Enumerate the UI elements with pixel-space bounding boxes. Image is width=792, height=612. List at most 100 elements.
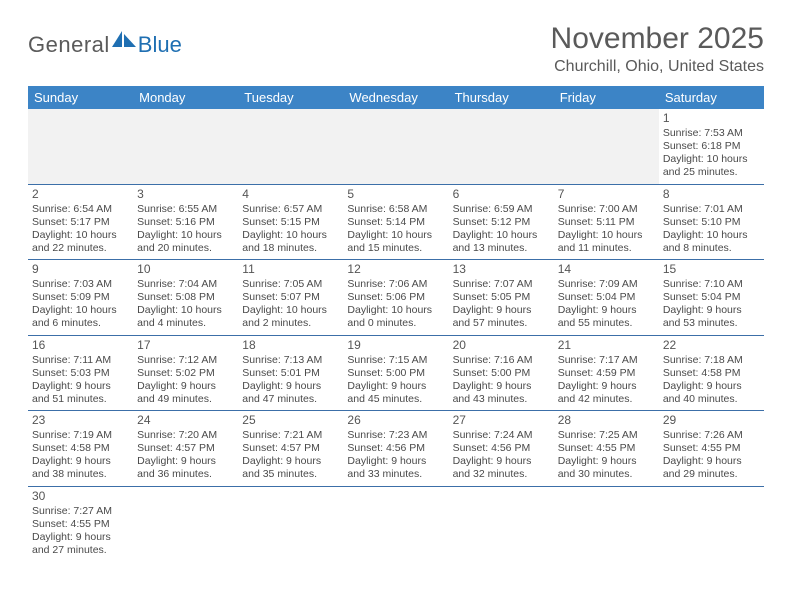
sunrise-text: Sunrise: 6:57 AM — [242, 203, 339, 216]
calendar-cell: 16Sunrise: 7:11 AMSunset: 5:03 PMDayligh… — [28, 335, 133, 411]
dayname-wed: Wednesday — [343, 86, 448, 109]
calendar-cell: 23Sunrise: 7:19 AMSunset: 4:58 PMDayligh… — [28, 411, 133, 487]
sunset-text: Sunset: 5:01 PM — [242, 367, 339, 380]
calendar-cell: 14Sunrise: 7:09 AMSunset: 5:04 PMDayligh… — [554, 260, 659, 336]
daylight-text: Daylight: 9 hours — [347, 380, 444, 393]
daylight-text: Daylight: 9 hours — [453, 455, 550, 468]
calendar-cell: 7Sunrise: 7:00 AMSunset: 5:11 PMDaylight… — [554, 184, 659, 260]
daylight-text: Daylight: 10 hours — [137, 229, 234, 242]
daylight-text: and 47 minutes. — [242, 393, 339, 406]
calendar-cell: 24Sunrise: 7:20 AMSunset: 4:57 PMDayligh… — [133, 411, 238, 487]
calendar-cell — [659, 486, 764, 561]
daylight-text: Daylight: 10 hours — [663, 229, 760, 242]
daylight-text: Daylight: 10 hours — [242, 229, 339, 242]
daylight-text: Daylight: 10 hours — [242, 304, 339, 317]
title-block: November 2025 Churchill, Ohio, United St… — [551, 22, 764, 76]
day-number: 1 — [663, 111, 760, 126]
sunrise-text: Sunrise: 7:25 AM — [558, 429, 655, 442]
sunrise-text: Sunrise: 7:18 AM — [663, 354, 760, 367]
daylight-text: and 30 minutes. — [558, 468, 655, 481]
sunset-text: Sunset: 5:10 PM — [663, 216, 760, 229]
calendar-table: Sunday Monday Tuesday Wednesday Thursday… — [28, 86, 764, 561]
calendar-row: 16Sunrise: 7:11 AMSunset: 5:03 PMDayligh… — [28, 335, 764, 411]
sunrise-text: Sunrise: 7:20 AM — [137, 429, 234, 442]
location: Churchill, Ohio, United States — [551, 58, 764, 76]
daylight-text: and 57 minutes. — [453, 317, 550, 330]
day-number: 11 — [242, 262, 339, 277]
calendar-cell — [133, 109, 238, 184]
dayname-sun: Sunday — [28, 86, 133, 109]
day-number: 30 — [32, 489, 129, 504]
daylight-text: Daylight: 9 hours — [663, 455, 760, 468]
sunset-text: Sunset: 5:02 PM — [137, 367, 234, 380]
daylight-text: Daylight: 9 hours — [558, 380, 655, 393]
calendar-cell: 25Sunrise: 7:21 AMSunset: 4:57 PMDayligh… — [238, 411, 343, 487]
daylight-text: and 11 minutes. — [558, 242, 655, 255]
calendar-cell: 27Sunrise: 7:24 AMSunset: 4:56 PMDayligh… — [449, 411, 554, 487]
dayname-sat: Saturday — [659, 86, 764, 109]
day-number: 10 — [137, 262, 234, 277]
daylight-text: and 36 minutes. — [137, 468, 234, 481]
day-number: 2 — [32, 187, 129, 202]
daylight-text: Daylight: 9 hours — [137, 380, 234, 393]
day-number: 7 — [558, 187, 655, 202]
sunset-text: Sunset: 4:57 PM — [242, 442, 339, 455]
daylight-text: and 35 minutes. — [242, 468, 339, 481]
day-number: 22 — [663, 338, 760, 353]
daylight-text: and 6 minutes. — [32, 317, 129, 330]
daylight-text: Daylight: 9 hours — [32, 531, 129, 544]
daylight-text: Daylight: 9 hours — [242, 455, 339, 468]
calendar-cell — [449, 109, 554, 184]
sunrise-text: Sunrise: 7:04 AM — [137, 278, 234, 291]
sunrise-text: Sunrise: 7:09 AM — [558, 278, 655, 291]
daylight-text: Daylight: 9 hours — [347, 455, 444, 468]
daylight-text: Daylight: 10 hours — [558, 229, 655, 242]
day-number: 8 — [663, 187, 760, 202]
sunrise-text: Sunrise: 7:19 AM — [32, 429, 129, 442]
daylight-text: and 40 minutes. — [663, 393, 760, 406]
sunset-text: Sunset: 5:06 PM — [347, 291, 444, 304]
day-number: 14 — [558, 262, 655, 277]
daylight-text: and 0 minutes. — [347, 317, 444, 330]
sunset-text: Sunset: 5:03 PM — [32, 367, 129, 380]
sunset-text: Sunset: 5:07 PM — [242, 291, 339, 304]
daylight-text: Daylight: 10 hours — [347, 304, 444, 317]
sunrise-text: Sunrise: 7:07 AM — [453, 278, 550, 291]
calendar-cell: 17Sunrise: 7:12 AMSunset: 5:02 PMDayligh… — [133, 335, 238, 411]
sunrise-text: Sunrise: 6:58 AM — [347, 203, 444, 216]
daylight-text: and 27 minutes. — [32, 544, 129, 557]
sunset-text: Sunset: 4:55 PM — [558, 442, 655, 455]
sunset-text: Sunset: 4:59 PM — [558, 367, 655, 380]
sunrise-text: Sunrise: 6:59 AM — [453, 203, 550, 216]
daylight-text: Daylight: 9 hours — [137, 455, 234, 468]
day-number: 26 — [347, 413, 444, 428]
calendar-cell: 6Sunrise: 6:59 AMSunset: 5:12 PMDaylight… — [449, 184, 554, 260]
dayname-mon: Monday — [133, 86, 238, 109]
calendar-cell: 10Sunrise: 7:04 AMSunset: 5:08 PMDayligh… — [133, 260, 238, 336]
day-number: 20 — [453, 338, 550, 353]
sunset-text: Sunset: 5:14 PM — [347, 216, 444, 229]
month-title: November 2025 — [551, 22, 764, 56]
sunrise-text: Sunrise: 7:53 AM — [663, 127, 760, 140]
calendar-cell: 22Sunrise: 7:18 AMSunset: 4:58 PMDayligh… — [659, 335, 764, 411]
daylight-text: Daylight: 9 hours — [558, 455, 655, 468]
dayname-thu: Thursday — [449, 86, 554, 109]
daylight-text: and 2 minutes. — [242, 317, 339, 330]
calendar-cell — [238, 486, 343, 561]
daylight-text: Daylight: 10 hours — [32, 229, 129, 242]
daylight-text: Daylight: 9 hours — [453, 380, 550, 393]
daylight-text: and 38 minutes. — [32, 468, 129, 481]
sunset-text: Sunset: 6:18 PM — [663, 140, 760, 153]
calendar-cell: 3Sunrise: 6:55 AMSunset: 5:16 PMDaylight… — [133, 184, 238, 260]
daylight-text: Daylight: 9 hours — [558, 304, 655, 317]
dayname-tue: Tuesday — [238, 86, 343, 109]
daylight-text: and 49 minutes. — [137, 393, 234, 406]
sunset-text: Sunset: 5:05 PM — [453, 291, 550, 304]
calendar-cell — [238, 109, 343, 184]
calendar-row: 1Sunrise: 7:53 AMSunset: 6:18 PMDaylight… — [28, 109, 764, 184]
sunset-text: Sunset: 4:58 PM — [663, 367, 760, 380]
calendar-cell — [449, 486, 554, 561]
calendar-cell: 9Sunrise: 7:03 AMSunset: 5:09 PMDaylight… — [28, 260, 133, 336]
sunrise-text: Sunrise: 7:27 AM — [32, 505, 129, 518]
calendar-cell — [554, 109, 659, 184]
